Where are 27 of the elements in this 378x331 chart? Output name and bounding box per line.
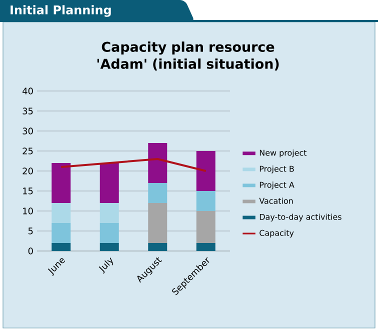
y-tick-label: 20	[22, 168, 33, 174]
bar	[148, 243, 168, 251]
text: Initial Planning	[10, 5, 111, 17]
y-tick-label: 15	[23, 188, 33, 194]
bar	[100, 203, 119, 223]
bar	[196, 243, 216, 251]
bar	[148, 203, 168, 243]
bar	[148, 183, 168, 203]
bar	[52, 163, 71, 203]
bar	[100, 223, 119, 243]
chart-title: Capacity plan resource 'Adam' (initial situation)	[97, 42, 279, 70]
y-tick-label: 0	[28, 248, 33, 254]
y-tick-label: 40	[22, 88, 33, 94]
y-tick-label: 5	[28, 228, 33, 234]
y-tick-label: 10	[23, 208, 33, 214]
bar	[52, 243, 71, 251]
bar	[196, 211, 216, 243]
y-tick-label: 30	[22, 128, 33, 134]
y-tick-label: 35	[22, 108, 33, 114]
bar	[52, 203, 71, 223]
bar	[148, 143, 168, 183]
bar	[52, 223, 71, 243]
bar	[196, 191, 216, 211]
bar	[100, 163, 119, 203]
bar	[196, 151, 216, 191]
bar	[100, 243, 119, 251]
y-tick-label: 25	[22, 148, 33, 154]
